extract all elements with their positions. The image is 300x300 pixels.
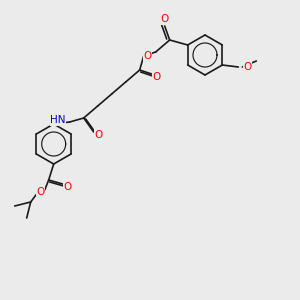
Text: O: O [144, 51, 152, 61]
Text: O: O [94, 130, 103, 140]
Text: O: O [37, 187, 45, 197]
Text: HN: HN [50, 115, 66, 125]
Text: O: O [64, 182, 72, 192]
Text: O: O [153, 72, 161, 82]
Text: O: O [160, 14, 169, 24]
Text: O: O [243, 62, 251, 72]
